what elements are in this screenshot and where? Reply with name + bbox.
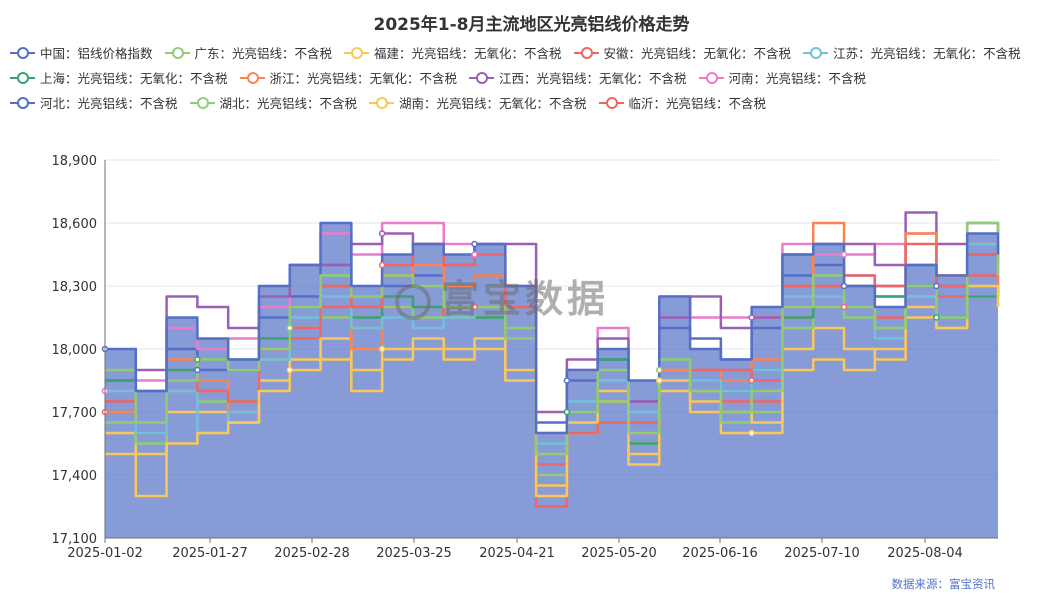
series-line[interactable] [105,221,1000,435]
data-point[interactable] [378,261,386,269]
data-point[interactable] [378,345,386,353]
legend-label: 浙江：光亮铝线：无氧化：不含税 [269,71,458,86]
y-tick-label: 17,700 [52,406,98,421]
data-point[interactable] [748,377,755,384]
legend-marker-icon [239,71,265,85]
legend-label: 临沂：光亮铝线：不含税 [628,96,767,111]
legend-label: 江苏：光亮铝线：无氧化：不含税 [833,46,1021,61]
legend-row: 中国：铝线价格指数 广东：光亮铝线：不含税 福建：光亮铝线：无氧化：不含税 安徽：光亮… [10,40,1060,65]
data-point[interactable] [563,377,571,384]
y-tick-label: 18,600 [52,217,98,232]
x-tick-label: 2025-01-02 [67,546,143,561]
legend-marker-icon [369,96,395,110]
legend-marker-icon [698,71,724,85]
legend-marker-icon [10,96,35,110]
legend-label: 上海：光亮铝线：无氧化：不含税 [40,71,228,86]
data-point[interactable] [563,408,571,416]
legend-label: 河北：光亮铝线：不含税 [40,96,178,111]
data-point[interactable] [656,377,663,384]
legend-item[interactable]: 中国：铝线价格指数 [10,43,153,62]
legend-row: 河北：光亮铝线：不含税 湖北：光亮铝线：不含税 湖南：光亮铝线：无氧化：不含税 临沂：… [10,90,1060,115]
legend-marker-icon [164,46,190,60]
legend-item[interactable]: 湖北：光亮铝线：不含税 [189,93,358,112]
x-tick-label: 2025-03-25 [376,546,452,561]
legend-item[interactable]: 安徽：光亮铝线：无氧化：不含税 [573,43,792,62]
legend-item[interactable]: 河南：光亮铝线：不含税 [698,68,867,87]
data-point[interactable] [471,240,478,248]
y-tick-label: 17,100 [52,532,98,547]
x-tick-label: 2025-04-21 [479,546,555,561]
legend-item[interactable]: 江苏：光亮铝线：无氧化：不含税 [803,43,1021,62]
legend-item[interactable]: 临沂：光亮铝线：不含税 [598,93,767,112]
x-tick-label: 2025-08-04 [887,546,963,561]
legend-item[interactable]: 上海：光亮铝线：无氧化：不含税 [10,68,228,87]
watermark: 富宝数据 [395,268,609,323]
legend-item[interactable]: 福建：光亮铝线：无氧化：不含税 [344,43,562,62]
legend-item[interactable]: 广东：光亮铝线：不含税 [164,43,333,62]
legend-label: 中国：铝线价格指数 [40,46,153,61]
legend-label: 广东：光亮铝线：不含税 [194,46,333,61]
legend-item[interactable]: 浙江：光亮铝线：无氧化：不含税 [239,68,458,87]
legend-label: 湖南：光亮铝线：无氧化：不含税 [399,96,587,111]
data-point[interactable] [748,429,755,437]
data-point[interactable] [933,314,940,321]
legend-marker-icon [189,96,215,110]
data-point[interactable] [286,324,294,332]
data-point[interactable] [194,356,201,363]
legend-marker-icon [469,71,495,85]
legend-marker-icon [803,46,829,60]
legend-label: 湖北：光亮铝线：不含税 [219,96,358,111]
legend-item[interactable]: 湖南：光亮铝线：无氧化：不含税 [369,93,587,112]
legend-marker-icon [10,46,35,60]
legend-item[interactable]: 河北：光亮铝线：不含税 [10,93,178,112]
legend-marker-icon [573,46,599,60]
data-point[interactable] [286,366,294,374]
data-point[interactable] [471,251,478,258]
watermark-text: 富宝数据 [441,277,610,321]
x-tick-label: 2025-01-27 [172,546,248,561]
legend-marker-icon [10,71,35,85]
legend-label: 福建：光亮铝线：无氧化：不含税 [374,46,562,61]
y-tick-label: 18,000 [52,343,98,358]
legend-marker-icon [344,46,370,60]
legend-marker-icon [598,96,624,110]
legend-label: 河南：光亮铝线：不含税 [728,71,867,86]
source-note: 数据来源：富宝资讯 [891,577,996,591]
watermark-logo-icon [395,283,431,320]
legend: 中国：铝线价格指数 广东：光亮铝线：不含税 福建：光亮铝线：无氧化：不含税 安徽：光亮… [10,40,1060,115]
data-point[interactable] [933,282,940,290]
data-point[interactable] [471,303,478,311]
data-point[interactable] [378,230,386,237]
legend-item[interactable]: 江西：光亮铝线：无氧化：不含税 [469,68,687,87]
x-tick-label: 2025-02-28 [274,546,350,561]
y-tick-label: 17,400 [52,469,98,484]
data-point[interactable] [840,303,848,311]
data-point[interactable] [748,314,755,321]
series-line[interactable] [105,284,1000,498]
legend-label: 安徽：光亮铝线：无氧化：不含税 [603,46,792,61]
legend-label: 江西：光亮铝线：无氧化：不含税 [499,71,687,86]
y-tick-label: 18,900 [52,154,98,169]
data-point[interactable] [194,366,201,374]
legend-row: 上海：光亮铝线：无氧化：不含税 浙江：光亮铝线：无氧化：不含税 江西：光亮铝线：无氧… [10,65,1060,90]
series-area [105,223,998,538]
data-point[interactable] [656,366,663,374]
chart-title: 2025年1-8月主流地区光亮铝线价格走势 [373,15,690,35]
x-tick-label: 2025-06-16 [682,546,758,561]
y-tick-label: 18,300 [52,280,98,295]
data-point[interactable] [840,282,848,290]
data-point[interactable] [840,251,848,258]
x-tick-label: 2025-07-10 [784,546,860,561]
x-tick-label: 2025-05-20 [581,546,657,561]
